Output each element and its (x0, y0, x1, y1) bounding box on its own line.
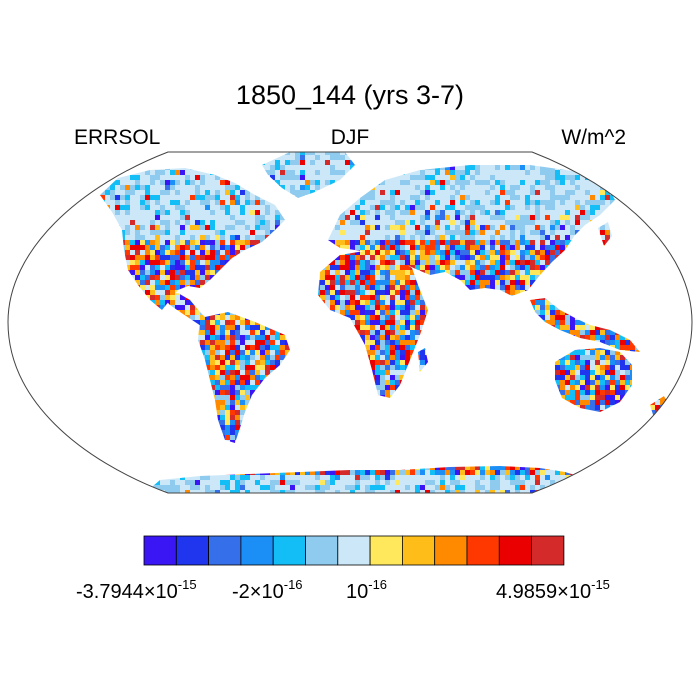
colorbar (143, 535, 565, 566)
colorbar-box (498, 535, 532, 566)
colorbar-label-3: 10-16 (346, 577, 388, 603)
season-label: DJF (330, 126, 370, 149)
map-title: 1850_144 (yrs 3-7) (235, 80, 465, 110)
globe-outline (7, 151, 693, 494)
colorbar-box (240, 535, 274, 566)
colorbar-box (175, 535, 210, 566)
colorbar-box (143, 535, 177, 566)
colorbar-box (401, 535, 436, 566)
colorbar-box (466, 535, 500, 566)
colorbar-box (337, 535, 371, 566)
colorbar-label-max: 4.9859×10-15 (496, 577, 610, 603)
colorbar-box (305, 535, 339, 566)
colorbar-label-min: -3.7944×10-15 (76, 577, 197, 603)
colorbar-box (531, 535, 565, 566)
colorbar-box (369, 535, 403, 566)
units-label: W/m^2 (561, 126, 626, 149)
colorbar-box (434, 535, 468, 566)
colorbar-box (272, 535, 306, 566)
colorbar-label-2: -2×10-16 (232, 577, 303, 603)
variable-label: ERRSOL (74, 126, 161, 149)
colorbar-box (208, 535, 242, 566)
